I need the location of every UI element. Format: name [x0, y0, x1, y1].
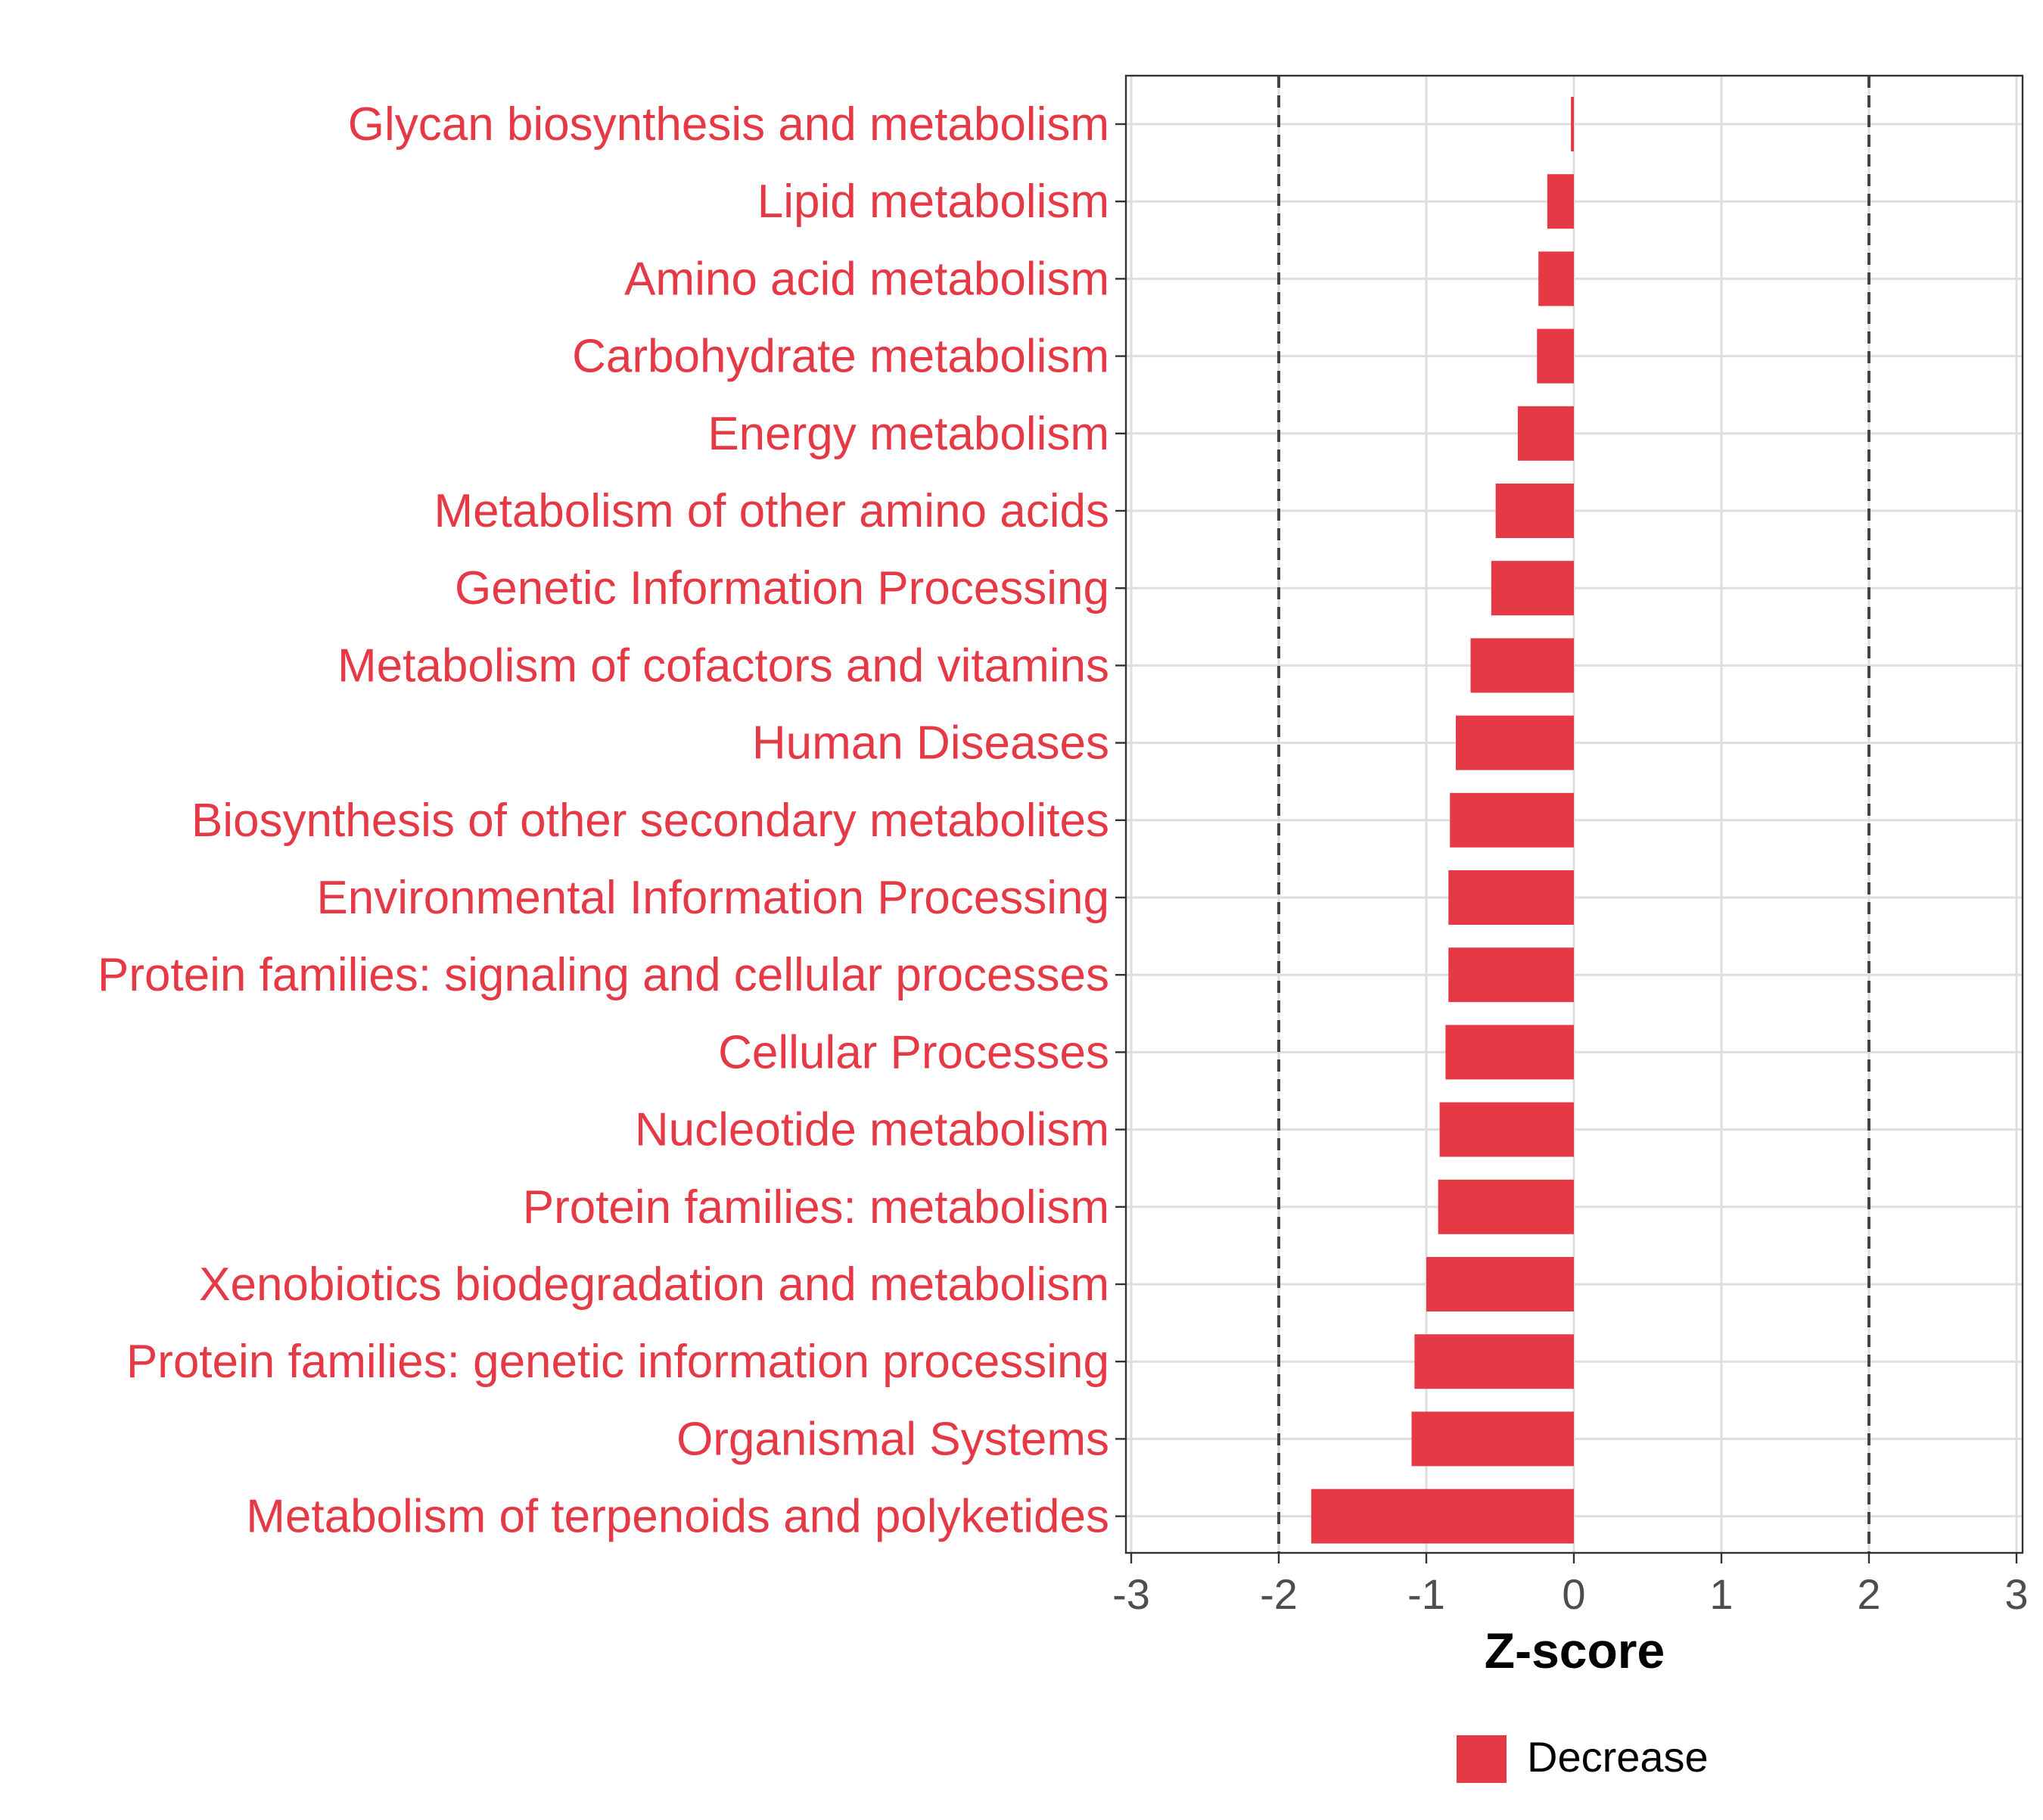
horizontal-gridlines: [1126, 123, 2023, 1518]
legend: Decrease: [1457, 1733, 1709, 1783]
y-tick-label: Lipid metabolism: [757, 176, 1109, 228]
x-axis-title: Z-score: [1485, 1622, 1665, 1678]
y-tick-label: Glycan biosynthesis and metabolism: [348, 98, 1109, 151]
x-axis-tick-labels: -3 -2 -1 0 1 2 3: [1112, 1570, 2028, 1618]
x-tick-label: 0: [1562, 1570, 1585, 1618]
legend-key-decrease: [1457, 1735, 1507, 1783]
bar: [1448, 947, 1574, 1003]
reference-lines: [1277, 76, 1870, 1553]
y-axis-labels: Glycan biosynthesis and metabolism Lipid …: [98, 98, 1109, 1543]
bar: [1311, 1489, 1574, 1544]
x-tick-label: -1: [1407, 1570, 1445, 1618]
y-tick-label: Carbohydrate metabolism: [572, 331, 1109, 383]
y-tick-label: Organismal Systems: [676, 1413, 1109, 1465]
y-tick-label: Human Diseases: [752, 717, 1109, 770]
bar: [1517, 406, 1574, 461]
bar: [1456, 715, 1574, 770]
bar: [1495, 484, 1574, 538]
bar: [1491, 561, 1574, 616]
y-tick-label: Energy metabolism: [707, 408, 1109, 460]
x-tick-label: -3: [1112, 1570, 1150, 1618]
y-tick-label: Protein families: genetic information pr…: [126, 1336, 1109, 1388]
y-tick-label: Protein families: metabolism: [523, 1181, 1109, 1234]
y-tick-label: Metabolism of cofactors and vitamins: [337, 639, 1109, 692]
y-tick-label: Environmental Information Processing: [316, 872, 1109, 924]
bar: [1426, 1257, 1574, 1311]
x-tick-label: -2: [1260, 1570, 1298, 1618]
bars: [1311, 97, 1574, 1544]
bar: [1439, 1102, 1574, 1157]
bar: [1448, 870, 1574, 925]
bar: [1414, 1334, 1574, 1389]
y-tick-label: Nucleotide metabolism: [635, 1104, 1109, 1156]
bar: [1470, 638, 1574, 693]
x-tick-label: 3: [2004, 1570, 2028, 1618]
x-axis-ticks: [1130, 1553, 2018, 1563]
bar: [1538, 251, 1574, 306]
y-tick-label: Biosynthesis of other secondary metaboli…: [191, 795, 1109, 847]
bar: [1445, 1025, 1574, 1080]
y-tick-label: Xenobiotics biodegradation and metabolis…: [199, 1258, 1109, 1311]
y-tick-label: Cellular Processes: [718, 1026, 1109, 1078]
y-tick-label: Genetic Information Processing: [455, 562, 1109, 614]
bar: [1450, 792, 1574, 848]
bar: [1411, 1411, 1574, 1467]
bar: [1571, 97, 1574, 151]
y-axis-ticks: [1115, 123, 1126, 1517]
y-tick-label: Amino acid metabolism: [624, 253, 1109, 305]
x-tick-label: 2: [1857, 1570, 1880, 1618]
x-tick-label: 1: [1709, 1570, 1733, 1618]
legend-label-decrease: Decrease: [1527, 1733, 1709, 1781]
bar: [1438, 1179, 1574, 1234]
y-tick-label: Metabolism of other amino acids: [434, 485, 1109, 537]
y-tick-label: Protein families: signaling and cellular…: [98, 949, 1109, 1001]
bar: [1547, 174, 1574, 229]
y-tick-label: Metabolism of terpenoids and polyketides: [246, 1491, 1109, 1543]
bar: [1537, 328, 1574, 384]
